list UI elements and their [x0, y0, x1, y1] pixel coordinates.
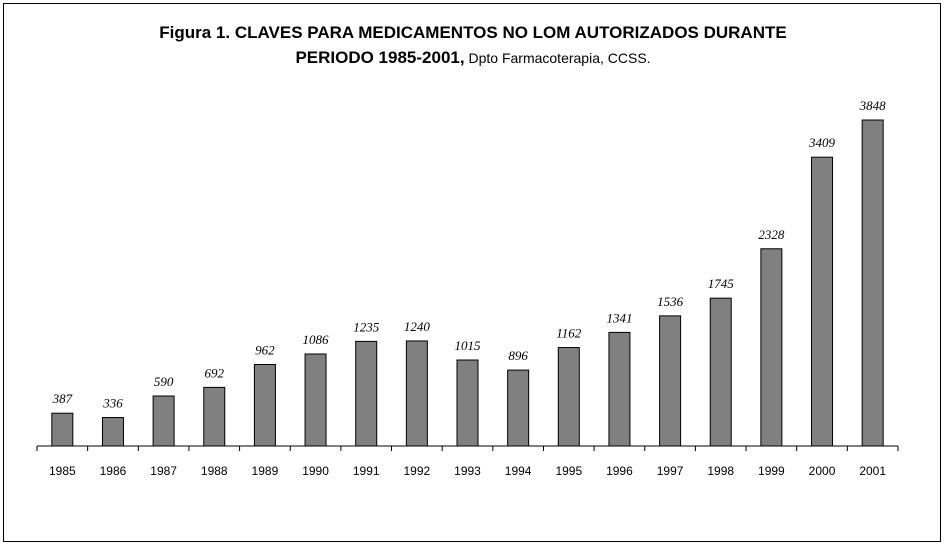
bar-1995 [557, 347, 580, 447]
data-labels-group: 387 336 590 692 962 1086 1235 1240 1015 896 1162 13… [52, 98, 887, 411]
data-label-1994: 896 [508, 348, 528, 363]
chart-title-line2: PERIODO 1985-2001, Dpto Farmacoterapia, … [0, 45, 946, 71]
chart-title-source: Dpto Farmacoterapia, CCSS. [464, 50, 651, 66]
bar-1997 [659, 315, 682, 447]
chart-title-line1: Figura 1. CLAVES PARA MEDICAMENTOS NO LO… [159, 23, 787, 42]
x-tick-label-1992: 1992 [404, 464, 431, 478]
bar-1993 [456, 359, 479, 447]
bar-1988 [203, 386, 226, 447]
bars-group [51, 119, 884, 447]
x-tick-label-1990: 1990 [302, 464, 329, 478]
data-label-1989: 962 [255, 343, 275, 358]
bar-2001 [861, 119, 884, 447]
x-tick-label-1998: 1998 [707, 464, 734, 478]
data-label-1991: 1235 [353, 319, 380, 334]
data-label-1993: 1015 [455, 338, 482, 353]
data-label-1988: 692 [205, 365, 225, 380]
bar-1992 [405, 340, 428, 447]
x-tick-label-1988: 1988 [201, 464, 228, 478]
x-tick-label-1986: 1986 [100, 464, 127, 478]
bar-1998 [709, 297, 732, 447]
data-label-1987: 590 [154, 374, 174, 389]
data-label-1997: 1536 [657, 294, 684, 309]
x-tick-label-1987: 1987 [150, 464, 177, 478]
x-tick-label-1991: 1991 [353, 464, 380, 478]
x-tick-label-1993: 1993 [454, 464, 481, 478]
chart-title: Figura 1. CLAVES PARA MEDICAMENTOS NO LO… [0, 20, 946, 71]
bar-1987 [152, 395, 175, 447]
x-tick-label-2001: 2001 [859, 464, 886, 478]
chart-frame [3, 3, 941, 542]
data-label-1990: 1086 [303, 332, 330, 347]
x-tick-label-2000: 2000 [809, 464, 836, 478]
data-label-1998: 1745 [708, 276, 735, 291]
data-label-1999: 2328 [758, 227, 785, 242]
bar-1994 [507, 369, 530, 447]
bar-1990 [304, 353, 327, 447]
x-ticks-group: 1985 1986 1987 1988 1989 1990 1991 1992 1993 1994… [36, 446, 899, 478]
data-label-2000: 3409 [808, 135, 836, 150]
bar-1991 [355, 340, 378, 447]
data-label-1995: 1162 [556, 326, 582, 341]
bar-1989 [253, 364, 276, 447]
data-label-1992: 1240 [404, 319, 431, 334]
x-tick-label-1989: 1989 [252, 464, 279, 478]
bar-1985 [51, 412, 74, 447]
data-label-2001: 3848 [859, 98, 887, 113]
x-tick-label-1997: 1997 [657, 464, 684, 478]
data-label-1986: 336 [102, 396, 123, 411]
x-tick-label-1994: 1994 [505, 464, 532, 478]
chart-title-line2-main: PERIODO 1985-2001, [295, 48, 465, 67]
x-tick-label-1995: 1995 [555, 464, 582, 478]
x-tick-label-1996: 1996 [606, 464, 633, 478]
bar-1996 [608, 331, 631, 447]
x-tick-label-1999: 1999 [758, 464, 785, 478]
x-tick-label-1985: 1985 [49, 464, 76, 478]
bar-1999 [760, 248, 783, 447]
bar-2000 [811, 156, 834, 447]
bar-1986 [101, 417, 124, 447]
data-label-1985: 387 [52, 391, 73, 406]
data-label-1996: 1341 [606, 310, 632, 325]
